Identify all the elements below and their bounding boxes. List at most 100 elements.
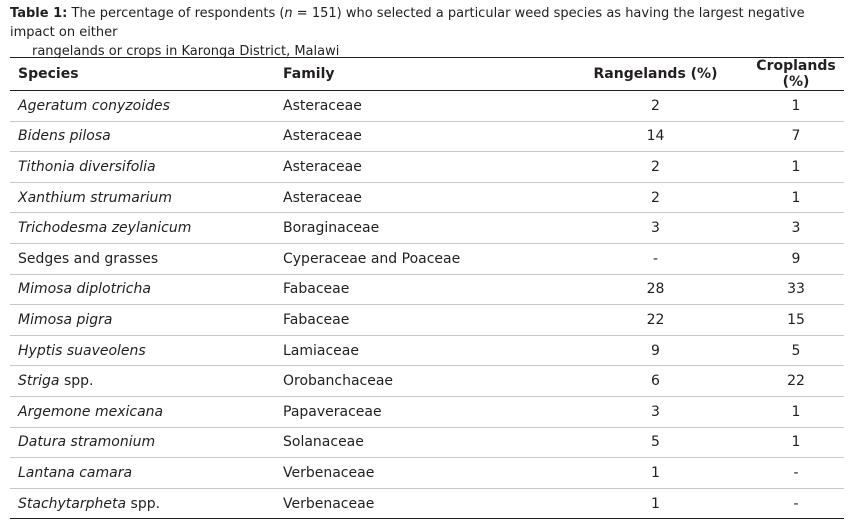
column-header: Croplands (%) [756, 58, 836, 90]
rangelands-cell: 1 [651, 495, 660, 512]
species-text: Argemone mexicana [18, 403, 164, 420]
species-text: Datura stramonium [18, 434, 156, 451]
croplands-cell: 33 [787, 281, 805, 298]
caption-text: n [284, 6, 293, 21]
table-row: Argemone mexicana Papaveraceae 3 1 [10, 396, 844, 428]
croplands-cell: 22 [787, 373, 805, 390]
family-cell: Fabaceae [283, 281, 350, 298]
column-header: Family [283, 66, 335, 82]
rangelands-cell: 5 [651, 434, 660, 451]
family-cell: Lamiaceae [283, 342, 359, 359]
croplands-cell: 1 [791, 158, 801, 175]
rangelands-cell: 2 [651, 189, 660, 206]
species-text: Lantana camara [18, 464, 133, 481]
species-text: Mimosa pigra [18, 311, 113, 328]
table-row: Datura stramonium Solanaceae 5 1 [10, 427, 844, 458]
croplands-cell: 15 [787, 311, 805, 328]
rangelands-cell: 2 [651, 97, 660, 114]
species-cell: Ageratum conyzoides [10, 91, 283, 122]
family-cell: Verbenaceae [283, 495, 375, 512]
rangelands-cell: 14 [646, 128, 665, 145]
table-row: Striga spp. Orobanchaceae 6 22 [10, 366, 844, 397]
table-row: Mimosa diplotricha Fabaceae 28 33 [10, 274, 844, 305]
family-cell: Orobanchaceae [283, 373, 394, 390]
table-row: Tithonia diversifolia Asteraceae 2 1 [10, 152, 844, 183]
species-text: Stachytarpheta [18, 495, 127, 512]
rangelands-cell: 3 [651, 403, 660, 420]
species-cell: Tithonia diversifolia [10, 152, 283, 183]
croplands-cell: 9 [791, 250, 801, 267]
caption-text: = 151) who selected a particular weed sp… [10, 6, 805, 40]
species-cell: Stachytarpheta spp. [10, 488, 283, 519]
species-cell: Hyptis suaveolens [10, 335, 283, 366]
caption: Table 1: The percentage of respondents (… [10, 4, 850, 61]
species-text: spp. [126, 495, 161, 512]
family-cell: Boraginaceae [283, 220, 380, 237]
family-cell: Verbenaceae [283, 464, 375, 481]
table-row: Sedges and grasses Cyperaceae and Poaceae… [10, 243, 844, 275]
rangelands-cell: 3 [651, 220, 660, 237]
rangelands-cell: 2 [651, 158, 660, 175]
species-cell: Lantana camara [10, 458, 283, 489]
species-cell: Argemone mexicana [10, 396, 283, 427]
species-text: Sedges and grasses [18, 250, 159, 267]
species-cell: Xanthium strumarium [10, 182, 283, 213]
table-row: Trichodesma zeylanicum Boraginaceae 3 3 [10, 213, 844, 244]
species-text: Hyptis suaveolens [18, 342, 146, 359]
table-row: Mimosa pigra Fabaceae 22 15 [10, 305, 844, 336]
family-cell: Asteraceae [283, 97, 362, 114]
species-cell: Striga spp. [10, 366, 283, 397]
family-cell: Asteraceae [283, 158, 362, 175]
croplands-cell: - [793, 495, 799, 512]
species-cell: Bidens pilosa [10, 121, 283, 152]
species-text: Striga [18, 373, 60, 390]
table-row: Hyptis suaveolens Lamiaceae 9 5 [10, 335, 844, 366]
caption-text: The percentage of respondents ( [71, 6, 285, 21]
species-text: Bidens pilosa [18, 128, 111, 145]
species-cell: Mimosa diplotricha [10, 274, 283, 305]
table-body: Ageratum conyzoides Asteraceae 2 1 Bidens pi… [10, 91, 844, 519]
table-row: Ageratum conyzoides Asteraceae 2 1 [10, 91, 844, 122]
family-cell: Papaveraceae [283, 403, 382, 420]
column-header: Rangelands (%) [593, 66, 718, 82]
table-row: Bidens pilosa Asteraceae 14 7 [10, 121, 844, 152]
species-cell: Datura stramonium [10, 427, 283, 458]
rangelands-cell: 28 [646, 281, 665, 298]
data-table: Species Family Rangelands (%) Croplands … [10, 57, 844, 519]
croplands-cell: 1 [791, 97, 801, 114]
table-row: Stachytarpheta spp. Verbenaceae 1- [10, 488, 844, 519]
croplands-cell: 1 [791, 403, 801, 420]
croplands-cell: 1 [791, 434, 801, 451]
species-text: Xanthium strumarium [18, 189, 173, 206]
rangelands-cell: - [652, 250, 659, 267]
croplands-cell: 1 [791, 189, 801, 206]
table-row: Xanthium strumarium Asteraceae 2 1 [10, 182, 844, 213]
table-row: Lantana camara Verbenaceae 1 - [10, 458, 844, 489]
family-cell: Asteraceae [283, 128, 362, 145]
header-row: Species Family Rangelands (%) Croplands … [10, 57, 844, 91]
rangelands-cell: 22 [646, 311, 665, 328]
family-cell: Asteraceae [283, 189, 362, 206]
species-cell: Trichodesma zeylanicum [10, 213, 283, 244]
species-text: Ageratum conyzoides [18, 97, 170, 114]
rangelands-cell: 6 [651, 373, 660, 390]
species-text: Trichodesma zeylanicum [18, 220, 192, 237]
column-header: Species [18, 66, 79, 82]
species-text: Mimosa diplotricha [18, 281, 151, 298]
rangelands-cell: 1 [651, 464, 660, 481]
croplands-cell: 3 [791, 220, 801, 237]
croplands-cell: 7 [791, 128, 801, 145]
croplands-cell: - [793, 464, 799, 481]
croplands-cell: 5 [791, 342, 801, 359]
species-cell: Sedges and grasses [10, 243, 283, 274]
species-text: Tithonia diversifolia [18, 158, 156, 175]
species-text: spp. [59, 373, 94, 390]
family-cell: Cyperaceae and Poaceae [283, 250, 461, 267]
caption-label: Table 1: [10, 6, 68, 21]
rangelands-cell: 9 [651, 342, 660, 359]
caption-text: rangelands or crops in Karonga District,… [32, 44, 340, 59]
species-cell: Mimosa pigra [10, 305, 283, 336]
family-cell: Fabaceae [283, 311, 350, 328]
family-cell: Solanaceae [283, 434, 364, 451]
